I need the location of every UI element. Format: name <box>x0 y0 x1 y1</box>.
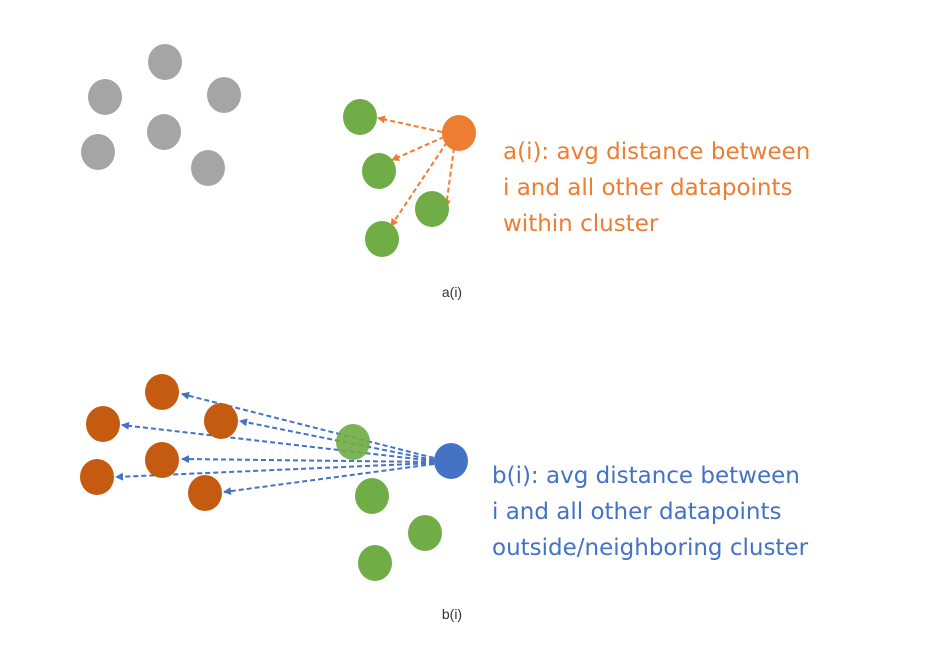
arrow-to-green-2 <box>391 136 445 161</box>
a-definition-line: a(i): avg distance between <box>503 139 811 165</box>
green-cluster-a <box>343 99 449 257</box>
gray-point <box>191 150 225 186</box>
green-point <box>362 153 396 189</box>
gray-point <box>88 79 122 115</box>
green-point <box>358 545 392 581</box>
b-definition-line: b(i): avg distance between <box>492 463 800 489</box>
gray-point <box>147 114 181 150</box>
reference-point-i <box>434 443 468 479</box>
reference-point-i <box>442 115 476 151</box>
arrow-to-brown-4 <box>181 455 435 464</box>
green-point <box>336 424 370 460</box>
intra-cluster-arrows <box>377 115 455 227</box>
a-definition-text: a(i): avg distance between i and all oth… <box>503 134 810 242</box>
brown-point <box>145 374 179 410</box>
b-definition-line: outside/neighboring cluster <box>492 535 809 561</box>
green-point <box>355 478 389 514</box>
arrow-to-green-3 <box>390 141 448 227</box>
brown-cluster <box>80 374 238 511</box>
arrow-to-green-4 <box>442 147 455 208</box>
a-definition-line: i and all other datapoints <box>503 175 793 201</box>
green-point <box>365 221 399 257</box>
brown-point <box>145 442 179 478</box>
green-point <box>408 515 442 551</box>
arrow-to-brown-3 <box>121 421 435 462</box>
brown-point <box>80 459 114 495</box>
gray-cluster <box>81 44 241 186</box>
a-definition-line: within cluster <box>503 211 659 237</box>
brown-point <box>188 475 222 511</box>
b-definition-line: i and all other datapoints <box>492 499 782 525</box>
arrow-to-brown-6 <box>223 463 435 496</box>
caption-a: a(i) <box>441 284 463 300</box>
green-cluster-b <box>336 424 442 581</box>
green-point <box>415 191 449 227</box>
brown-point <box>86 406 120 442</box>
brown-point <box>204 403 238 439</box>
green-point <box>343 99 377 135</box>
gray-point <box>148 44 182 80</box>
gray-point <box>207 77 241 113</box>
gray-point <box>81 134 115 170</box>
caption-b: b(i) <box>441 606 463 622</box>
arrow-to-green-1 <box>377 115 443 133</box>
b-definition-text: b(i): avg distance between i and all oth… <box>492 458 808 566</box>
